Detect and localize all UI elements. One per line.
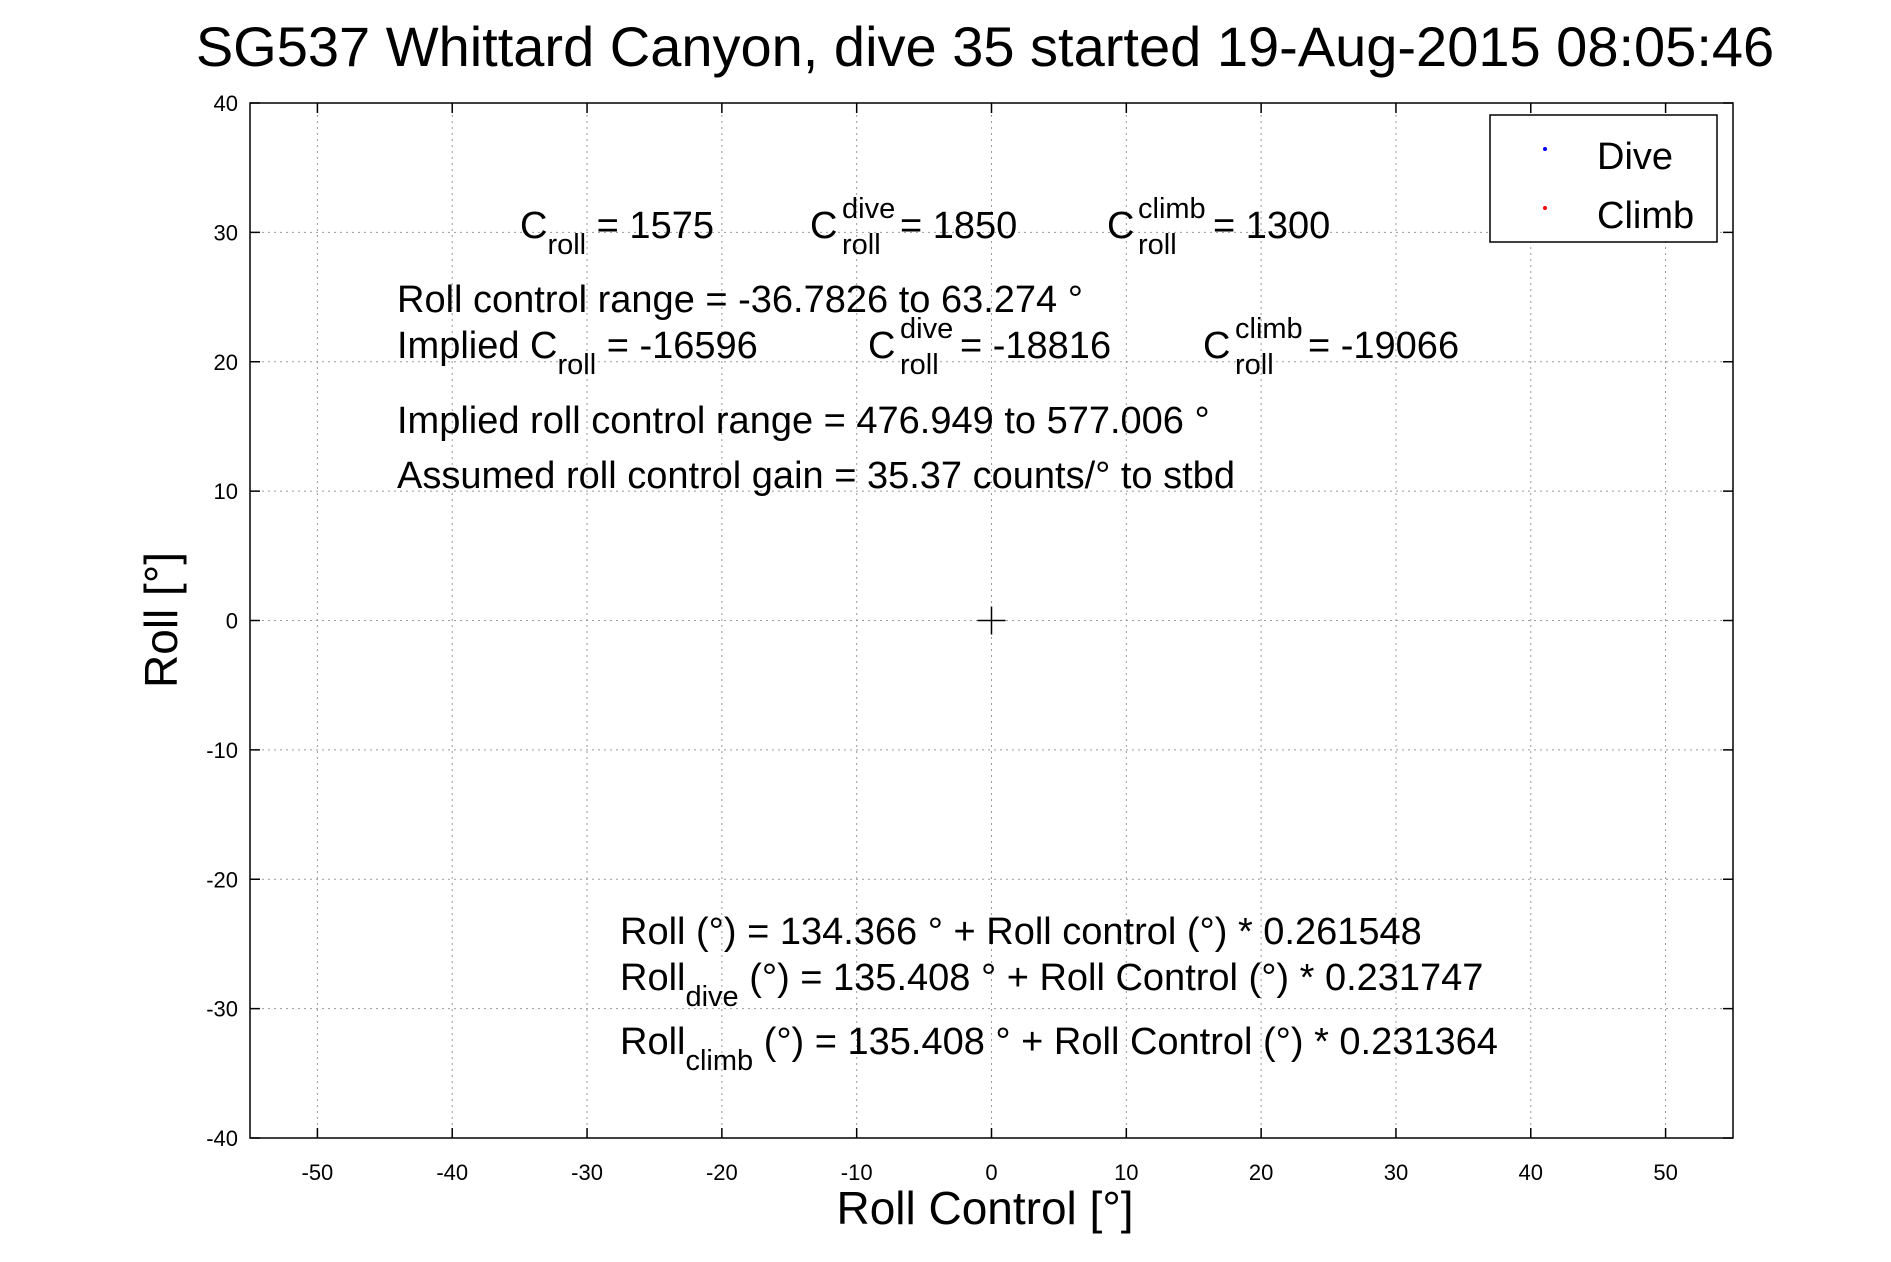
annotation-fit-dive-value: (°) = 135.408 ° + Roll Control (°) * 0.2… <box>739 957 1484 999</box>
x-tick-label: 20 <box>1249 1160 1273 1185</box>
x-tick-label: -50 <box>302 1160 334 1185</box>
legend-label-dive: Dive <box>1597 136 1673 178</box>
legend-label-climb: Climb <box>1597 195 1694 237</box>
legend-marker-climb <box>1543 206 1547 210</box>
x-axis-label: Roll Control [°] <box>836 1182 1133 1234</box>
x-tick-label: 10 <box>1114 1160 1138 1185</box>
annotation-c-roll-dive-sub: roll <box>842 229 881 261</box>
annotation-implied-range: Implied roll control range = 476.949 to … <box>397 400 1210 442</box>
x-tick-label: 50 <box>1653 1160 1677 1185</box>
legend-box <box>1489 114 1718 243</box>
x-tick-label: 30 <box>1384 1160 1408 1185</box>
annotation-implied-c-roll: Implied Croll = -16596 <box>397 325 758 381</box>
annotation-c-roll-climb: C <box>1107 205 1134 247</box>
legend-marker-dive <box>1543 147 1547 151</box>
annotation-fit-dive: Rolldive (°) = 135.408 ° + Roll Control … <box>620 957 1483 1013</box>
y-tick-label: 40 <box>214 91 238 116</box>
y-tick-label: -20 <box>206 867 238 892</box>
plus-marker <box>977 606 1006 635</box>
y-tick-label: -40 <box>206 1126 238 1151</box>
chart-title: SG537 Whittard Canyon, dive 35 started 1… <box>196 15 1774 78</box>
annotation-c-roll-dive-value: = 1850 <box>900 205 1017 247</box>
annotation-implied-c-climb-sub: roll <box>1235 349 1274 381</box>
annotation-implied-c-dive-base: C <box>868 325 895 367</box>
annotation-implied-c-roll-sub: roll <box>558 349 597 381</box>
x-tick-label: -30 <box>571 1160 603 1185</box>
axis-ticks: -50 -40 -30 -20 -10 0 10 20 30 40 50 -40 -30 -20 -10 0 1… <box>206 91 1733 1185</box>
annotation-c-roll: Croll = 1575 <box>520 205 714 261</box>
x-tick-label: -10 <box>841 1160 873 1185</box>
annotation-fit-climb-sub: climb <box>685 1045 753 1077</box>
annotation-c-roll-climb-value: = 1300 <box>1213 205 1330 247</box>
annotation-implied-c-dive-sup: dive <box>900 313 953 345</box>
annotations: Croll = 1575 C dive roll = 1850 C climb … <box>397 193 1498 1077</box>
x-tick-label: -40 <box>436 1160 468 1185</box>
annotation-implied-prefix: Implied C <box>397 325 558 367</box>
y-tick-label: 20 <box>214 350 238 375</box>
annotation-c-roll-dive-sup: dive <box>842 193 895 225</box>
plot-frame <box>249 102 1734 1139</box>
annotation-c-roll-sub: roll <box>547 229 586 261</box>
annotation-c-roll-base: C <box>520 205 547 247</box>
legend: Dive Climb <box>1489 114 1718 243</box>
annotation-implied-c-climb-sup: climb <box>1235 313 1303 345</box>
annotation-implied-c-climb-value: = -19066 <box>1308 325 1459 367</box>
annotation-c-roll-dive: C <box>810 205 837 247</box>
annotation-c-roll-climb-base: C <box>1107 205 1134 247</box>
annotation-fit-climb-base: Roll <box>620 1021 685 1063</box>
annotation-c-roll-dive-base: C <box>810 205 837 247</box>
y-axis-label: Roll [°] <box>135 552 187 688</box>
annotation-range: Roll control range = -36.7826 to 63.274 … <box>397 279 1083 321</box>
annotation-fit-dive-sub: dive <box>685 981 738 1013</box>
annotation-implied-c-climb-base: C <box>1203 325 1230 367</box>
annotation-fit-climb-value: (°) = 135.408 ° + Roll Control (°) * 0.2… <box>753 1021 1498 1063</box>
x-tick-label: 0 <box>985 1160 997 1185</box>
annotation-implied-c-dive-sub: roll <box>900 349 939 381</box>
annotation-fit-dive-base: Roll <box>620 957 685 999</box>
data-markers <box>977 606 1006 635</box>
annotation-fit: Roll (°) = 134.366 ° + Roll control (°) … <box>620 911 1422 953</box>
annotation-c-roll-value: = 1575 <box>586 205 714 247</box>
annotation-fit-climb: Rollclimb (°) = 135.408 ° + Roll Control… <box>620 1021 1498 1077</box>
annotation-implied-c-roll-value: = -16596 <box>596 325 758 367</box>
y-tick-label: -10 <box>206 738 238 763</box>
annotation-gain: Assumed roll control gain = 35.37 counts… <box>397 455 1235 497</box>
y-tick-label: -30 <box>206 997 238 1022</box>
x-tick-label: -20 <box>706 1160 738 1185</box>
annotation-c-roll-climb-sup: climb <box>1138 193 1206 225</box>
annotation-c-roll-climb-sub: roll <box>1138 229 1177 261</box>
annotation-implied-c-dive-value: = -18816 <box>960 325 1111 367</box>
y-tick-label: 0 <box>226 609 238 634</box>
y-tick-label: 30 <box>214 220 238 245</box>
x-tick-label: 40 <box>1519 1160 1543 1185</box>
y-tick-label: 10 <box>214 479 238 504</box>
